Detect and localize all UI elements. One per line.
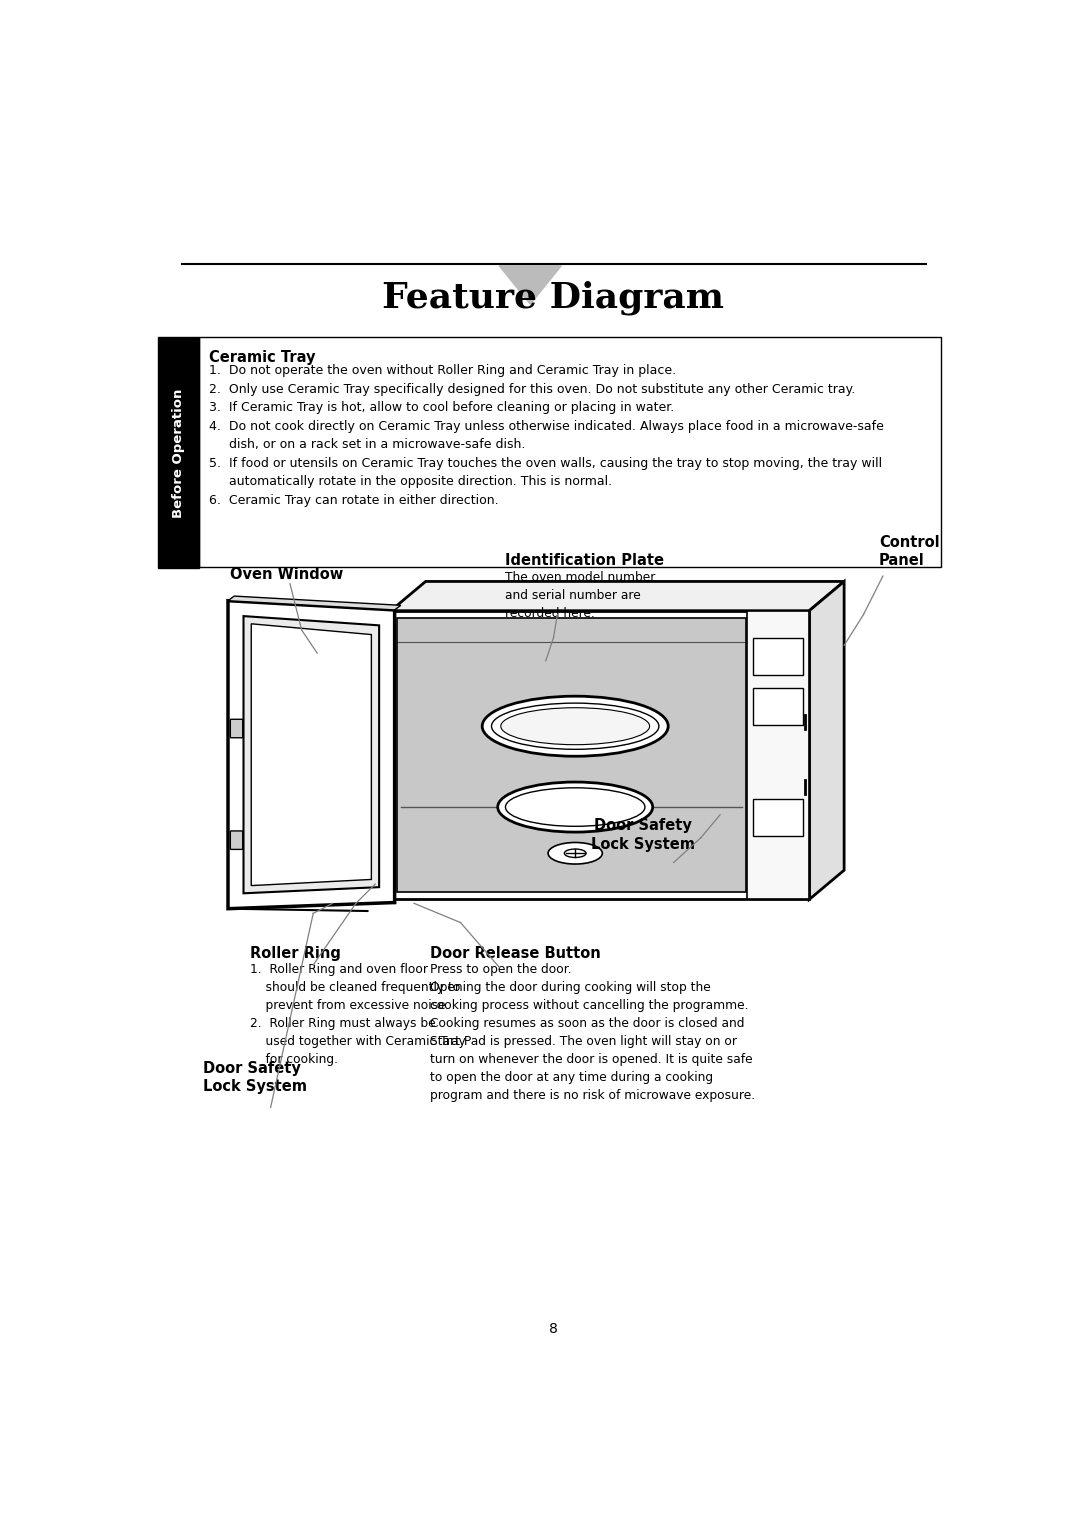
FancyBboxPatch shape	[230, 720, 243, 738]
FancyBboxPatch shape	[754, 637, 804, 675]
Text: Before Operation: Before Operation	[172, 388, 185, 518]
FancyBboxPatch shape	[230, 831, 243, 850]
Polygon shape	[228, 596, 401, 610]
Text: The oven model number
and serial number are
recorded here.: The oven model number and serial number …	[505, 570, 656, 620]
Text: Door Safety
Lock System: Door Safety Lock System	[203, 1060, 307, 1094]
Text: 8: 8	[549, 1322, 558, 1335]
Ellipse shape	[501, 707, 649, 744]
Text: Roller Ring: Roller Ring	[249, 946, 340, 961]
Text: Door Release Button: Door Release Button	[430, 946, 600, 961]
Polygon shape	[228, 601, 394, 909]
Polygon shape	[499, 266, 562, 304]
Polygon shape	[252, 623, 372, 886]
Bar	[747, 611, 809, 900]
Ellipse shape	[505, 788, 645, 827]
Text: Oven Window: Oven Window	[229, 567, 342, 582]
Bar	[397, 619, 745, 892]
Polygon shape	[809, 582, 845, 900]
Text: 1.  Roller Ring and oven floor
    should be cleaned frequently to
    prevent f: 1. Roller Ring and oven floor should be …	[249, 963, 465, 1067]
Text: Feature Diagram: Feature Diagram	[382, 280, 725, 315]
Text: Identification Plate: Identification Plate	[505, 553, 664, 568]
Text: Door Safety
Lock System: Door Safety Lock System	[591, 817, 694, 851]
Ellipse shape	[491, 703, 659, 749]
Ellipse shape	[548, 842, 603, 863]
Ellipse shape	[498, 782, 652, 833]
Polygon shape	[391, 611, 809, 900]
FancyBboxPatch shape	[754, 799, 804, 836]
FancyBboxPatch shape	[754, 688, 804, 724]
Polygon shape	[391, 582, 845, 611]
Bar	[200, 338, 941, 567]
Ellipse shape	[482, 697, 669, 756]
Text: Press to open the door.
Opening the door during cooking will stop the
cooking pr: Press to open the door. Opening the door…	[430, 963, 755, 1102]
Text: Ceramic Tray: Ceramic Tray	[208, 350, 315, 365]
Text: Control
Panel: Control Panel	[879, 535, 940, 568]
Polygon shape	[243, 616, 379, 894]
Bar	[159, 338, 199, 568]
Text: 1.  Do not operate the oven without Roller Ring and Ceramic Tray in place.
2.  O: 1. Do not operate the oven without Rolle…	[208, 364, 883, 507]
Ellipse shape	[565, 850, 586, 857]
